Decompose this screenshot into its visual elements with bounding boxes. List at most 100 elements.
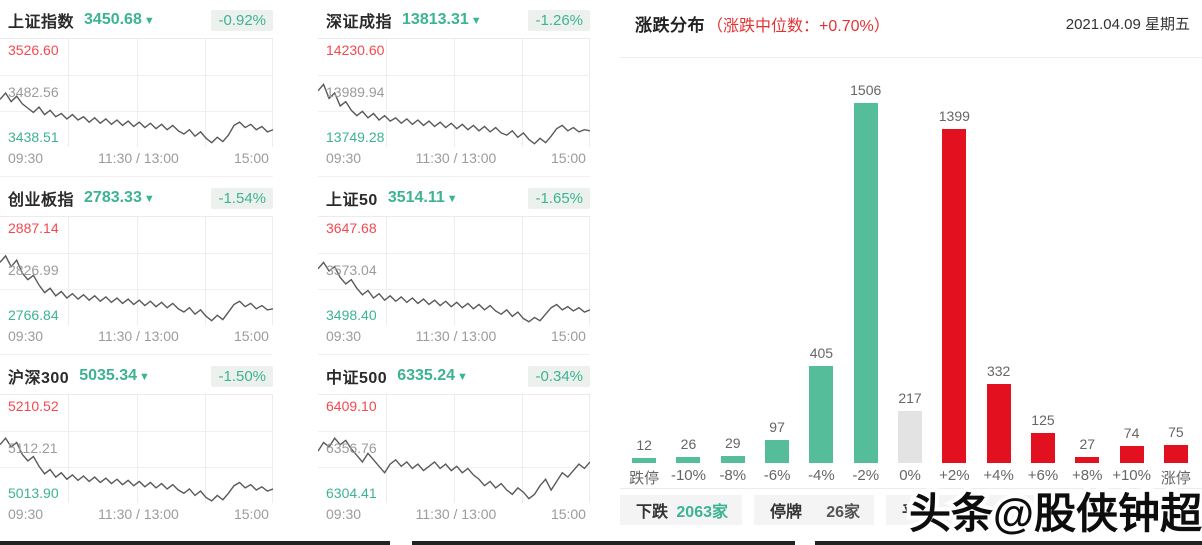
bar (1119, 445, 1144, 464)
down-arrow-icon: ▼ (446, 193, 458, 205)
time-tick: 09:30 (326, 328, 362, 344)
bar (676, 457, 701, 464)
bar-category-label: +6% (1027, 467, 1059, 485)
grid-line-horizontal (0, 74, 273, 76)
bar-value-label: 332 (986, 362, 1011, 379)
market-summary-badges: 下跌 2063家 停牌 26家 平盘 家 (620, 495, 1062, 525)
bar-area: 1399 (939, 70, 970, 464)
y-label-high: 3647.68 (326, 220, 377, 236)
bar (720, 456, 745, 464)
grid-line-horizontal (0, 288, 273, 290)
time-tick: 09:30 (8, 506, 44, 522)
grid-line-vertical (272, 395, 273, 503)
time-tick: 15:00 (233, 328, 269, 344)
bar (632, 458, 657, 463)
bar-area: 75 (1163, 70, 1188, 463)
y-label-low: 2766.84 (8, 307, 59, 323)
y-label-high: 3526.60 (8, 42, 59, 58)
distribution-panel: 涨跌分布 （涨跌中位数：+0.70%） 2021.04.09 星期五 12 跌停 2… (620, 0, 1202, 545)
index-panel[interactable]: 中证500 6335.24 ▼ -0.34% 6409.10 6356.76 6304.41… (318, 356, 590, 533)
grid-line-vertical (136, 39, 138, 147)
grid-line-vertical (454, 217, 455, 325)
grid-line-vertical (136, 217, 138, 325)
bar-category-label: 涨停 (1160, 470, 1191, 487)
change-badge: -0.34% (528, 365, 590, 387)
intraday-chart: 3526.60 3482.56 3438.51 (0, 38, 273, 147)
footer-divider (620, 488, 1202, 489)
summary-badge: 平盘 家 (886, 495, 1062, 525)
index-panel-header: 上证50 3514.11 ▼ -1.65% (326, 186, 590, 210)
bar-value-label: 12 (636, 437, 652, 453)
index-panel-header: 中证500 6335.24 ▼ -0.34% (326, 364, 590, 388)
index-value: 3514.11 ▼ (387, 189, 458, 206)
grid-line-vertical (386, 395, 387, 503)
index-panel[interactable]: 创业板指 2783.33 ▼ -1.54% 2887.14 2826.99 2766.84 0… (0, 178, 273, 355)
grid-line-horizontal (0, 110, 273, 112)
bar-value-label: 405 (809, 345, 834, 362)
grid-line-horizontal (318, 430, 590, 432)
index-panel[interactable]: 深证成指 13813.31 ▼ -1.26% 14230.60 13989.94 13749… (318, 0, 590, 177)
bar (809, 366, 834, 464)
index-panel-header: 上证指数 3450.68 ▼ -0.92% (8, 8, 273, 32)
time-tick: 09:30 (326, 506, 362, 522)
bottom-border-right (815, 541, 1202, 545)
grid-line-horizontal (318, 466, 590, 468)
down-arrow-icon: ▼ (139, 371, 150, 383)
bar-slot: 74 +10% (1109, 70, 1153, 487)
price-line (0, 395, 273, 503)
y-label-high: 2887.14 (8, 220, 59, 236)
intraday-chart: 14230.60 13989.94 13749.28 (318, 38, 590, 147)
price-line (0, 39, 273, 147)
y-label-high: 6409.10 (326, 398, 377, 414)
bar-value-label: 97 (769, 419, 785, 435)
index-value: 5035.34 ▼ (79, 367, 150, 384)
price-line (318, 217, 590, 325)
down-arrow-icon: ▼ (143, 15, 155, 27)
bar-area: 97 (765, 70, 790, 464)
bar-value-label: 217 (898, 390, 922, 407)
time-tick: 09:30 (326, 150, 362, 166)
price-line (318, 395, 590, 503)
time-tick: 15:00 (233, 150, 269, 166)
y-label-mid: 13989.94 (326, 84, 385, 100)
index-panel[interactable]: 上证50 3514.11 ▼ -1.65% 3647.68 3573.04 3498.40 0… (318, 178, 590, 355)
grid-line-vertical (68, 395, 70, 503)
time-tick: 11:30 / 13:00 (415, 328, 497, 344)
grid-line-horizontal (318, 110, 590, 112)
bar-category-label: 跌停 (629, 470, 660, 487)
index-panel-header: 深证成指 13813.31 ▼ -1.26% (326, 8, 590, 32)
index-value: 6335.24 ▼ (397, 367, 468, 384)
intraday-chart: 2887.14 2826.99 2766.84 (0, 216, 273, 325)
index-panel[interactable]: 上证指数 3450.68 ▼ -0.92% 3526.60 3482.56 3438.51 0… (0, 0, 273, 177)
y-label-mid: 2826.99 (8, 262, 59, 278)
y-label-low: 6304.41 (326, 485, 377, 501)
bar-slot: 29 -8% (711, 70, 755, 487)
bar-category-label: 0% (899, 467, 921, 485)
down-arrow-icon: ▼ (470, 15, 482, 27)
bar-value-label: 75 (1168, 424, 1184, 441)
bar-category-label: +8% (1072, 467, 1103, 485)
grid-line-vertical (68, 217, 70, 325)
index-name: 中证500 (326, 370, 388, 387)
bar-category-label: +2% (939, 467, 970, 485)
intraday-chart: 3647.68 3573.04 3498.40 (318, 216, 590, 325)
bar (1163, 445, 1188, 463)
grid-line-vertical (522, 395, 523, 503)
index-value: 13813.31 ▼ (402, 11, 482, 28)
badge-count: 家 (1031, 504, 1048, 521)
y-label-low: 13749.28 (326, 129, 385, 145)
bar-area: 12 (632, 70, 657, 463)
bar-area: 1506 (850, 70, 881, 464)
index-name: 创业板指 (8, 192, 75, 209)
time-axis: 09:30 11:30 / 13:00 15:00 (8, 150, 269, 166)
grid-line-horizontal (318, 74, 590, 76)
index-name: 深证成指 (326, 14, 393, 31)
index-panel[interactable]: 沪深300 5035.34 ▼ -1.50% 5210.52 5112.21 5013.90… (0, 356, 273, 533)
grid-line-vertical (204, 395, 206, 503)
badge-label: 平盘 (902, 504, 935, 521)
bar-slot: 125 +6% (1021, 70, 1065, 487)
time-tick: 15:00 (550, 150, 586, 166)
y-label-mid: 3573.04 (326, 262, 377, 278)
intraday-chart: 6409.10 6356.76 6304.41 (318, 394, 590, 503)
